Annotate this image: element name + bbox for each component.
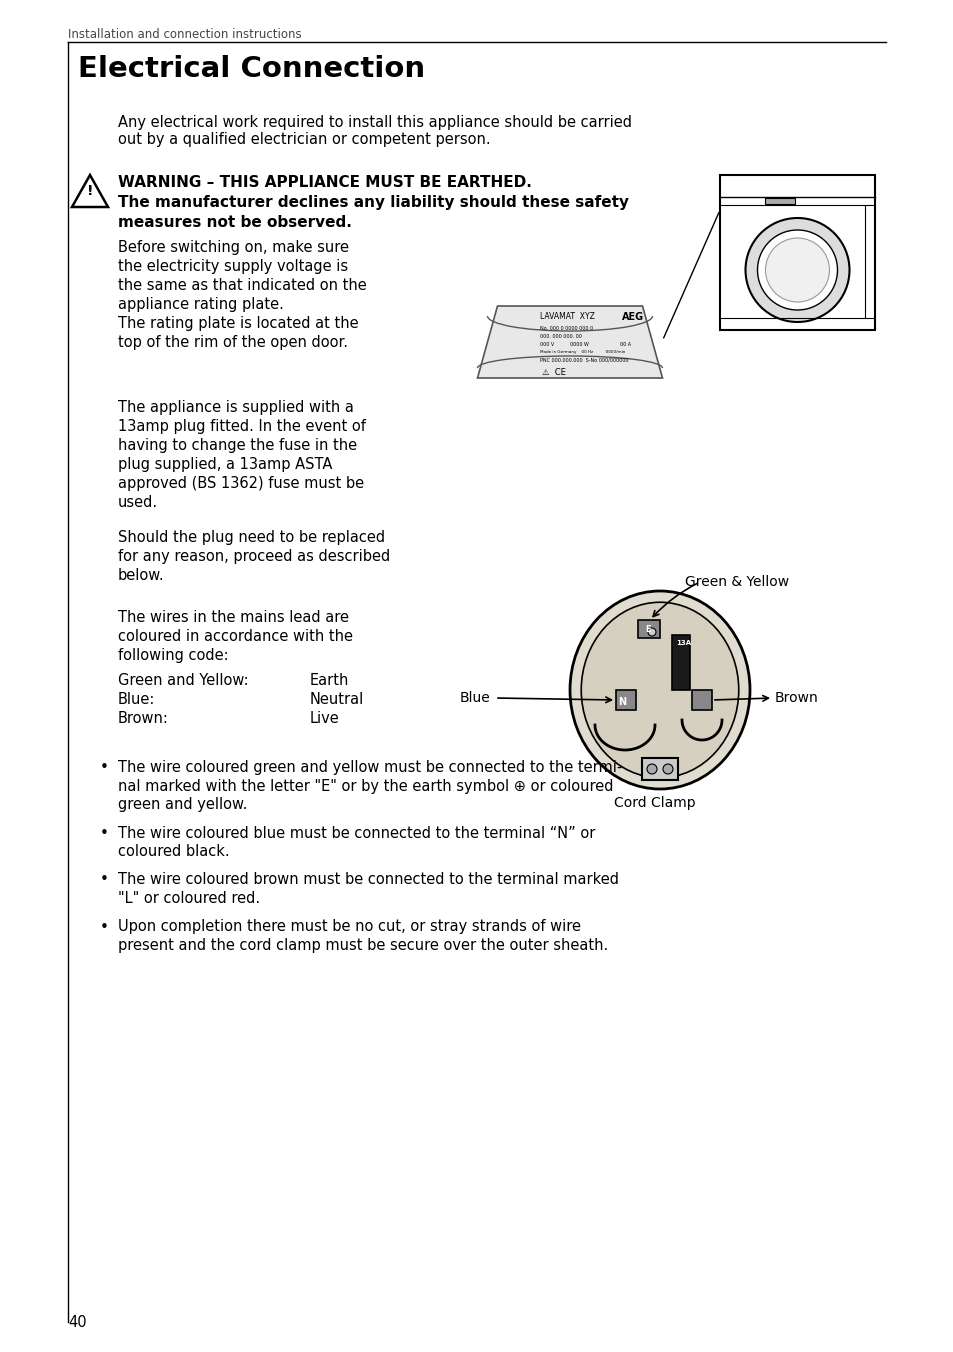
- Text: ⚠  CE: ⚠ CE: [541, 368, 565, 377]
- Text: Earth: Earth: [310, 673, 349, 688]
- Text: Neutral: Neutral: [310, 692, 364, 707]
- Text: PNC 000.000.000  S-No 000/000000: PNC 000.000.000 S-No 000/000000: [539, 358, 628, 362]
- Text: "L" or coloured red.: "L" or coloured red.: [118, 891, 260, 906]
- Text: used.: used.: [118, 495, 158, 510]
- Text: The wire coloured green and yellow must be connected to the termi-: The wire coloured green and yellow must …: [118, 760, 621, 775]
- Text: The wire coloured brown must be connected to the terminal marked: The wire coloured brown must be connecte…: [118, 872, 618, 887]
- Text: The manufacturer declines any liability should these safety: The manufacturer declines any liability …: [118, 195, 628, 210]
- Text: 000 V: 000 V: [539, 342, 554, 347]
- Text: Should the plug need to be replaced: Should the plug need to be replaced: [118, 530, 385, 545]
- Ellipse shape: [569, 591, 749, 790]
- Text: •: •: [100, 760, 109, 775]
- Text: top of the rim of the open door.: top of the rim of the open door.: [118, 335, 348, 350]
- Bar: [764, 197, 794, 204]
- Text: Live: Live: [310, 711, 339, 726]
- Text: the same as that indicated on the: the same as that indicated on the: [118, 279, 366, 293]
- Circle shape: [757, 230, 837, 310]
- Text: 13amp plug fitted. In the event of: 13amp plug fitted. In the event of: [118, 419, 366, 434]
- Circle shape: [647, 627, 656, 635]
- Bar: [638, 621, 659, 638]
- Text: 0000 W: 0000 W: [569, 342, 588, 347]
- Bar: [616, 690, 636, 710]
- Text: coloured black.: coloured black.: [118, 844, 230, 859]
- Text: below.: below.: [118, 568, 165, 583]
- Text: Brown: Brown: [774, 691, 818, 704]
- Text: Blue:: Blue:: [118, 692, 155, 707]
- Circle shape: [662, 764, 672, 773]
- Bar: [720, 174, 874, 330]
- Text: No. 000 0 0000 000 0: No. 000 0 0000 000 0: [539, 326, 593, 331]
- Text: Cord Clamp: Cord Clamp: [614, 796, 695, 810]
- Ellipse shape: [580, 602, 738, 777]
- Text: Any electrical work required to install this appliance should be carried
out by : Any electrical work required to install …: [118, 115, 631, 147]
- Text: 000. 000 000. 00: 000. 000 000. 00: [539, 334, 581, 339]
- Polygon shape: [477, 306, 661, 379]
- Circle shape: [764, 238, 828, 301]
- Text: following code:: following code:: [118, 648, 229, 662]
- Text: Before switching on, make sure: Before switching on, make sure: [118, 241, 349, 256]
- Text: Upon completion there must be no cut, or stray strands of wire: Upon completion there must be no cut, or…: [118, 919, 580, 934]
- Text: approved (BS 1362) fuse must be: approved (BS 1362) fuse must be: [118, 476, 364, 491]
- Text: The wires in the mains lead are: The wires in the mains lead are: [118, 610, 349, 625]
- Text: plug supplied, a 13amp ASTA: plug supplied, a 13amp ASTA: [118, 457, 332, 472]
- Text: measures not be observed.: measures not be observed.: [118, 215, 352, 230]
- Text: for any reason, proceed as described: for any reason, proceed as described: [118, 549, 390, 564]
- Text: Brown:: Brown:: [118, 711, 169, 726]
- Text: coloured in accordance with the: coloured in accordance with the: [118, 629, 353, 644]
- Text: green and yellow.: green and yellow.: [118, 796, 247, 813]
- Text: The rating plate is located at the: The rating plate is located at the: [118, 316, 358, 331]
- Bar: [691, 690, 711, 710]
- Text: Made in Germany    00 Hz          0000/min: Made in Germany 00 Hz 0000/min: [539, 350, 625, 354]
- Text: 00 A: 00 A: [619, 342, 631, 347]
- Circle shape: [646, 764, 657, 773]
- Bar: [641, 758, 678, 780]
- Text: having to change the fuse in the: having to change the fuse in the: [118, 438, 356, 453]
- Text: Green & Yellow: Green & Yellow: [684, 575, 788, 589]
- Text: nal marked with the letter "E" or by the earth symbol ⊕ or coloured: nal marked with the letter "E" or by the…: [118, 779, 613, 794]
- Text: 13A: 13A: [676, 639, 690, 646]
- Bar: [671, 635, 689, 690]
- Text: The appliance is supplied with a: The appliance is supplied with a: [118, 400, 354, 415]
- Text: WARNING – THIS APPLIANCE MUST BE EARTHED.: WARNING – THIS APPLIANCE MUST BE EARTHED…: [118, 174, 532, 191]
- Text: The wire coloured blue must be connected to the terminal “N” or: The wire coloured blue must be connected…: [118, 826, 595, 841]
- Text: Green and Yellow:: Green and Yellow:: [118, 673, 249, 688]
- Text: N: N: [618, 698, 625, 707]
- Text: Electrical Connection: Electrical Connection: [78, 55, 425, 82]
- Text: LAVAMAT  XYZ: LAVAMAT XYZ: [539, 312, 595, 320]
- Text: Blue: Blue: [459, 691, 490, 704]
- Text: 40: 40: [68, 1315, 87, 1330]
- Text: AEG: AEG: [621, 312, 643, 322]
- Text: appliance rating plate.: appliance rating plate.: [118, 297, 284, 312]
- Text: !: !: [87, 184, 93, 197]
- Text: the electricity supply voltage is: the electricity supply voltage is: [118, 260, 348, 274]
- Circle shape: [744, 218, 848, 322]
- Text: •: •: [100, 872, 109, 887]
- Text: Installation and connection instructions: Installation and connection instructions: [68, 28, 301, 41]
- Text: E: E: [644, 626, 650, 634]
- Text: •: •: [100, 919, 109, 934]
- Text: •: •: [100, 826, 109, 841]
- Text: present and the cord clamp must be secure over the outer sheath.: present and the cord clamp must be secur…: [118, 938, 608, 953]
